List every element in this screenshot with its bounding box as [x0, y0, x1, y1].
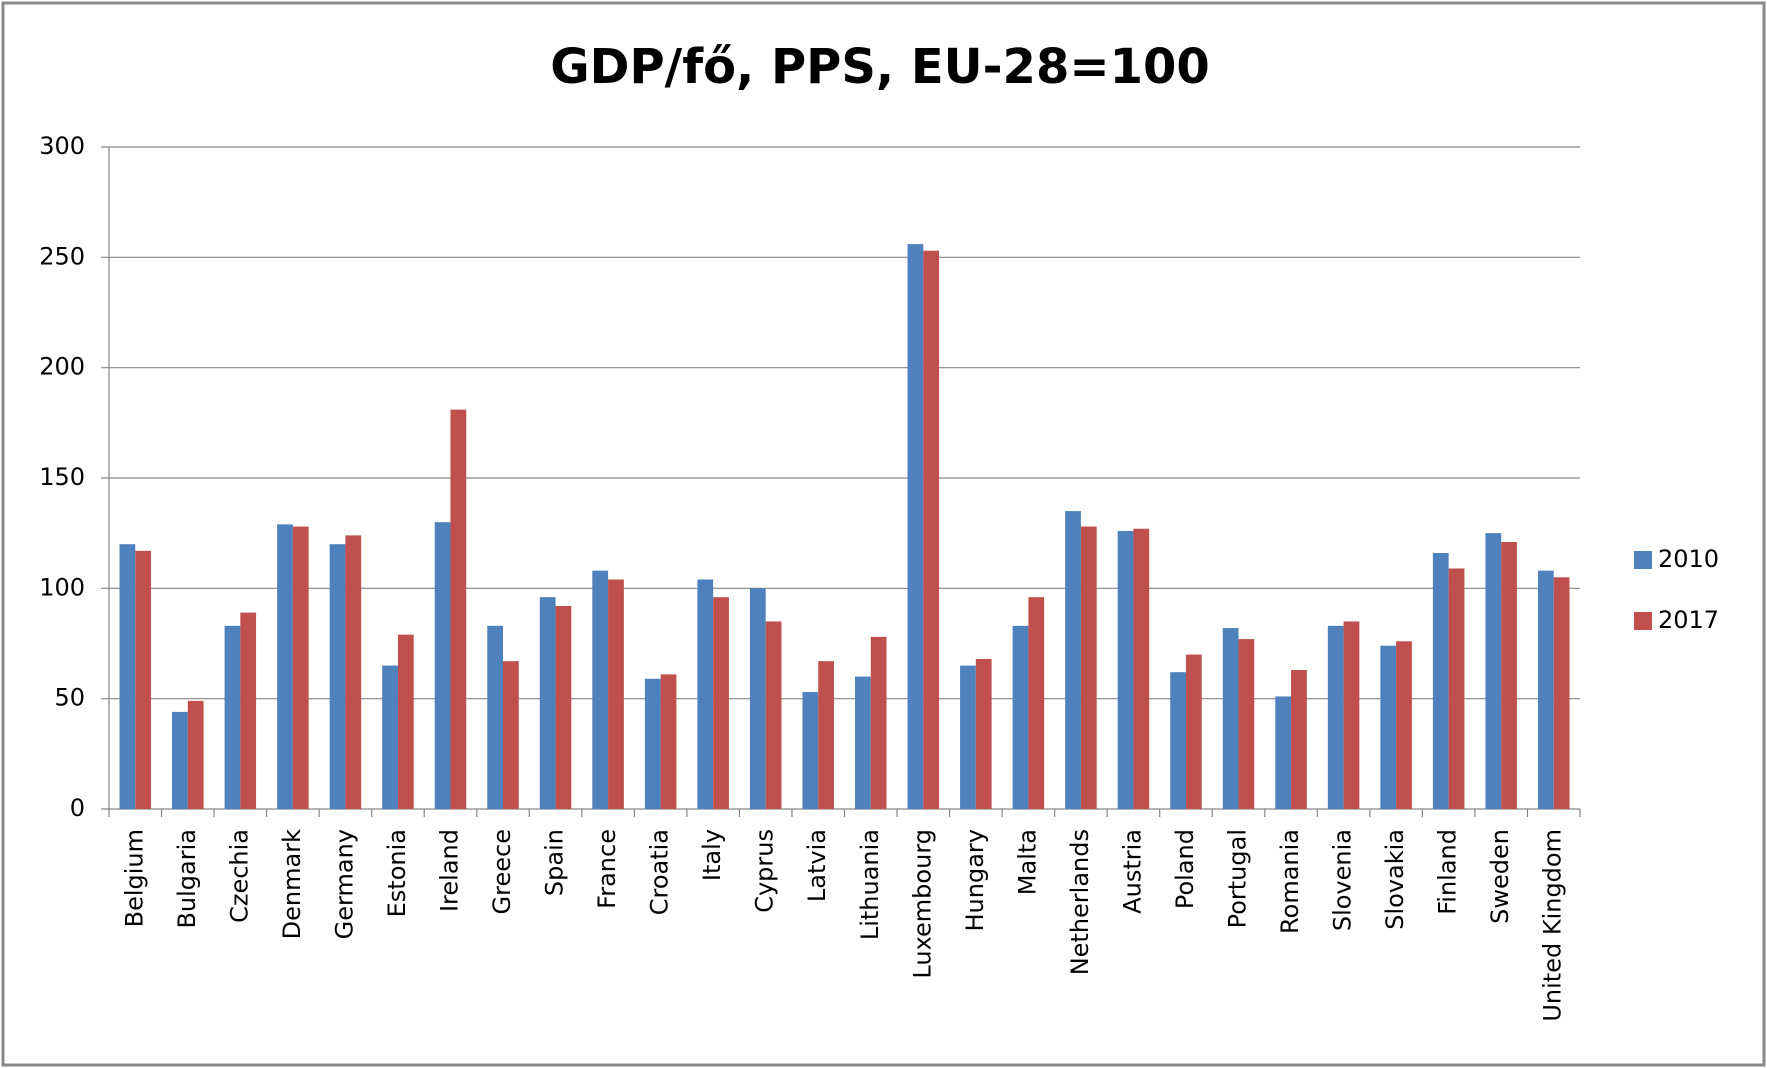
bar: [1080, 526, 1097, 809]
bar: [329, 544, 346, 809]
bar: [434, 522, 451, 809]
y-tick-label: 50: [54, 684, 85, 712]
bar: [660, 674, 677, 809]
y-tick-label: 100: [39, 573, 85, 601]
bar: [1537, 570, 1554, 809]
bar: [1222, 628, 1239, 809]
bar: [749, 588, 766, 809]
bar: [1133, 528, 1150, 809]
x-tick-label: Latvia: [803, 829, 831, 902]
bar: [1117, 530, 1134, 809]
bar: [818, 661, 834, 809]
bar: [187, 700, 204, 809]
bar: [1028, 597, 1045, 809]
x-tick-label: Finland: [1434, 829, 1462, 915]
bar: [450, 409, 467, 809]
bar: [975, 658, 992, 809]
y-tick-label: 150: [39, 463, 85, 491]
bar: [870, 636, 887, 809]
x-tick-label: Slovakia: [1381, 829, 1409, 930]
bar: [277, 524, 293, 809]
y-tick-label: 200: [39, 353, 85, 381]
y-tick-label: 250: [39, 242, 85, 270]
x-tick-label: United Kingdom: [1539, 829, 1567, 1022]
x-tick-label: Greece: [488, 829, 516, 914]
x-tick-label: Czechia: [225, 829, 253, 923]
x-tick-label: Belgium: [120, 829, 148, 927]
x-tick-label: Hungary: [961, 829, 989, 931]
bar: [539, 597, 556, 809]
x-tick-label: Croatia: [646, 829, 674, 915]
bar: [1185, 654, 1202, 809]
bar: [135, 550, 152, 809]
bar: [855, 676, 871, 809]
bar: [713, 597, 729, 809]
x-tick-label: Romania: [1276, 829, 1304, 934]
bar: [697, 579, 714, 809]
bar: [960, 665, 976, 809]
legend-label: 2010: [1658, 545, 1719, 573]
bar: [923, 250, 940, 810]
x-tick-label: Estonia: [383, 829, 411, 917]
x-tick-label: France: [593, 829, 621, 909]
x-tick-label: Denmark: [278, 829, 306, 939]
bar: [224, 625, 241, 809]
bar: [240, 612, 257, 809]
x-tick-label: Malta: [1013, 829, 1041, 895]
bar: [397, 634, 414, 809]
bar: [382, 665, 398, 809]
bar: [644, 678, 661, 809]
x-tick-label: Spain: [541, 829, 569, 896]
y-tick-label: 0: [70, 794, 85, 822]
x-tick-label: Sweden: [1486, 829, 1514, 924]
bar: [765, 621, 782, 809]
chart-title: GDP/fő, PPS, EU-28=100: [550, 39, 1210, 95]
bar: [1291, 669, 1307, 809]
bar: [1275, 696, 1292, 809]
legend-label: 2017: [1658, 606, 1719, 634]
bar: [555, 605, 572, 809]
bar: [1380, 645, 1397, 809]
bar: [1343, 621, 1360, 809]
bar: [608, 579, 624, 809]
bar: [1501, 541, 1517, 809]
bar: [1553, 577, 1570, 809]
x-tick-label: Cyprus: [751, 829, 779, 913]
bar: [802, 692, 819, 809]
bar: [172, 711, 188, 809]
bar: [1238, 639, 1255, 809]
x-tick-label: Austria: [1118, 829, 1146, 914]
bar: [119, 544, 136, 809]
x-tick-label: Germany: [330, 829, 358, 939]
bar: [487, 625, 504, 809]
x-tick-label: Italy: [698, 829, 726, 881]
bar: [1485, 533, 1502, 809]
x-tick-label: Bulgaria: [173, 829, 201, 929]
x-tick-label: Slovenia: [1329, 829, 1357, 931]
x-tick-label: Lithuania: [856, 829, 884, 940]
x-tick-label: Ireland: [435, 829, 463, 912]
bar: [907, 244, 924, 810]
bar: [345, 535, 362, 809]
legend-swatch: [1634, 551, 1652, 569]
bar: [1012, 625, 1029, 809]
x-tick-label: Poland: [1171, 829, 1199, 909]
x-tick-label: Netherlands: [1066, 829, 1094, 975]
bar: [1327, 625, 1344, 809]
bar: [592, 570, 609, 809]
bar: [503, 661, 519, 809]
legend-swatch: [1634, 612, 1652, 630]
y-tick-label: 300: [39, 132, 85, 160]
bar: [1432, 553, 1449, 809]
x-tick-label: Portugal: [1224, 829, 1252, 928]
bar: [1396, 641, 1412, 809]
bar: [1065, 511, 1081, 809]
bar: [1170, 672, 1186, 809]
bar: [292, 526, 309, 809]
bar: [1448, 568, 1465, 809]
x-tick-label: Luxembourg: [908, 829, 936, 979]
